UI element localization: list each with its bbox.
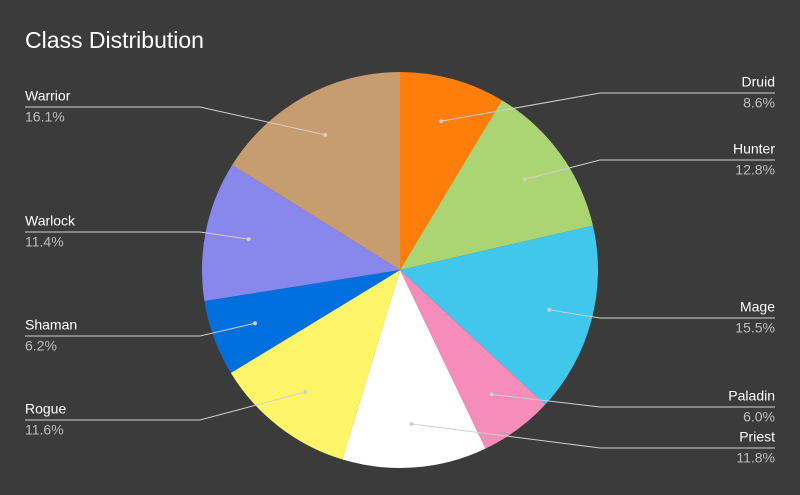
pie-slice <box>230 270 400 460</box>
leader-dot <box>303 390 308 395</box>
leader-dot <box>253 321 258 326</box>
pie-slice <box>400 100 593 271</box>
slice-label: Rogue <box>25 401 66 417</box>
leader-line <box>524 159 775 180</box>
slice-value-label: 6.0% <box>743 409 775 425</box>
pie-slice <box>342 270 486 468</box>
slice-label: Hunter <box>733 141 775 157</box>
slice-value-label: 11.6% <box>25 422 64 438</box>
leader-dot <box>522 177 527 182</box>
slice-value-label: 11.4% <box>25 234 64 250</box>
leader-line <box>441 92 775 122</box>
leader-dot <box>547 307 552 312</box>
slice-label: Mage <box>740 299 775 315</box>
leader-line <box>491 393 775 408</box>
slice-label: Paladin <box>728 388 775 404</box>
leader-dot <box>246 237 251 242</box>
slice-label: Shaman <box>25 317 77 333</box>
slice-label: Druid <box>742 74 775 90</box>
slice-value-label: 12.8% <box>735 162 775 178</box>
leader-dot <box>323 132 328 137</box>
pie-slice <box>400 270 546 449</box>
leader-line <box>411 423 775 449</box>
pie-slice <box>204 270 400 373</box>
leader-dot <box>489 392 494 397</box>
slice-value-label: 16.1% <box>25 109 65 125</box>
leader-line <box>549 309 775 319</box>
pie-slice <box>232 72 400 270</box>
slice-label: Warrior <box>25 88 71 104</box>
slice-value-label: 15.5% <box>735 320 775 336</box>
pie-slice <box>400 225 598 405</box>
slice-value-label: 11.8% <box>736 450 775 466</box>
leader-line <box>25 231 249 240</box>
leader-line <box>25 391 306 421</box>
slice-value-label: 6.2% <box>25 338 57 354</box>
leader-line <box>25 322 256 337</box>
leader-dot <box>439 119 444 124</box>
leader-line <box>25 106 326 136</box>
pie-slice <box>202 164 400 301</box>
slice-label: Warlock <box>25 213 76 229</box>
pie-slice <box>400 72 502 270</box>
slice-label: Priest <box>739 429 775 445</box>
leader-dot <box>409 422 414 427</box>
slice-value-label: 8.6% <box>743 95 775 111</box>
chart-title: Class Distribution <box>25 27 204 53</box>
